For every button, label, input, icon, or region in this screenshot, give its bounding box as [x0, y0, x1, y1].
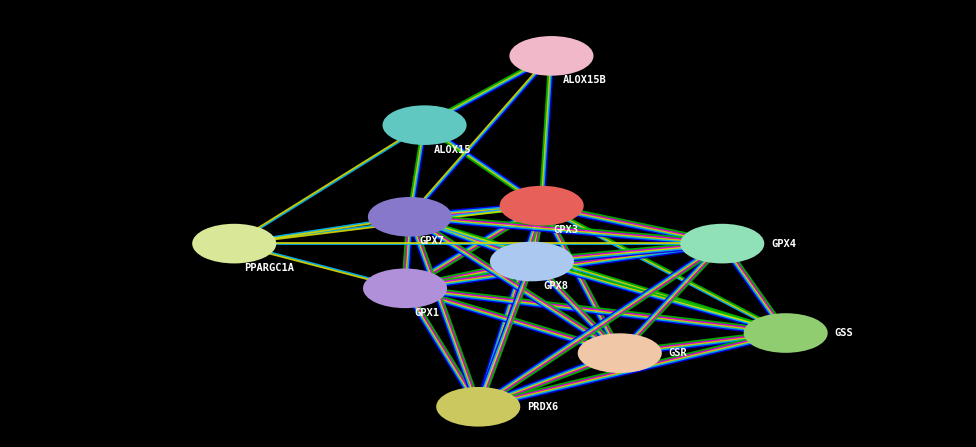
- Circle shape: [384, 106, 466, 144]
- Circle shape: [579, 334, 661, 372]
- Circle shape: [510, 37, 592, 75]
- Circle shape: [491, 243, 573, 280]
- Circle shape: [364, 270, 446, 307]
- Circle shape: [437, 388, 519, 426]
- Text: GPX8: GPX8: [544, 281, 569, 291]
- Text: GPX7: GPX7: [420, 236, 445, 246]
- Circle shape: [369, 198, 451, 236]
- Circle shape: [681, 225, 763, 262]
- Circle shape: [501, 187, 583, 224]
- Circle shape: [745, 314, 827, 352]
- Text: ALOX15B: ALOX15B: [563, 76, 607, 85]
- Text: GSR: GSR: [669, 348, 687, 358]
- Circle shape: [193, 225, 275, 262]
- Text: GPX4: GPX4: [771, 239, 796, 249]
- Text: PRDX6: PRDX6: [527, 402, 558, 412]
- Text: PPARGC1A: PPARGC1A: [244, 263, 294, 273]
- Text: GPX3: GPX3: [553, 225, 579, 235]
- Text: ALOX15: ALOX15: [434, 145, 471, 155]
- Text: GSS: GSS: [834, 328, 853, 338]
- Text: GPX1: GPX1: [415, 308, 440, 318]
